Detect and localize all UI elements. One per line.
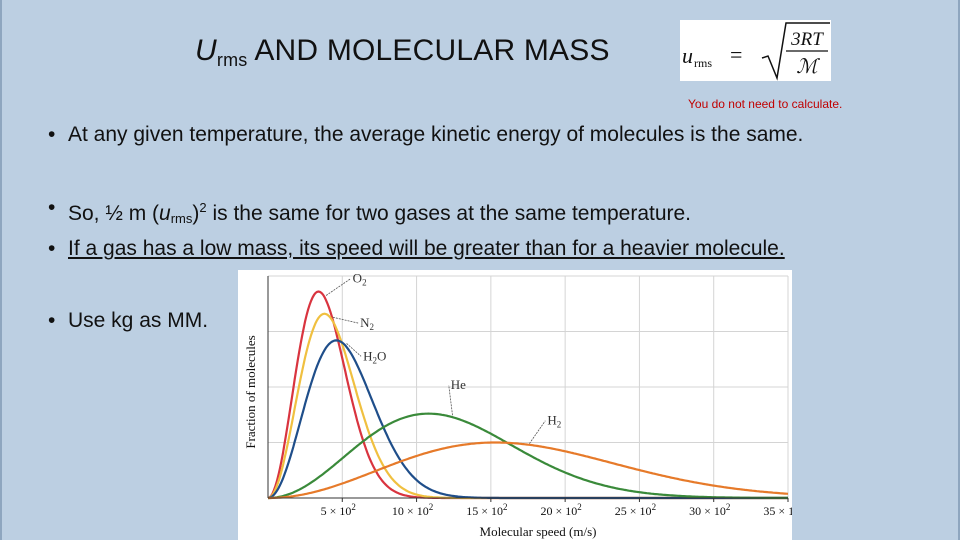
- bullet-marker: •: [48, 196, 56, 219]
- series-line-5: [268, 441, 789, 500]
- x-axis-label: Molecular speed (m/s): [480, 524, 597, 539]
- bullet-text-sup: 2: [199, 200, 207, 215]
- chart-curves: [267, 290, 789, 500]
- bullet-text-post: is the same for two gases at the same te…: [206, 202, 692, 225]
- bullet-1: • At any given temperature, the average …: [48, 122, 928, 148]
- series-leader-line: [332, 316, 359, 324]
- bullet-marker: •: [48, 123, 56, 146]
- series-line-4: [268, 412, 788, 500]
- x-tick-label: 15 × 102: [466, 502, 507, 518]
- series-label-5: H2: [547, 413, 561, 430]
- x-tick-label: 10 × 102: [392, 502, 433, 518]
- series-label-2: N2: [360, 315, 374, 332]
- slide-left-edge: [0, 0, 2, 540]
- formula-equals: =: [730, 42, 742, 67]
- chart-axes: [267, 276, 788, 499]
- series-line-1: [267, 290, 788, 500]
- bullet-text-u: u: [159, 202, 171, 225]
- bullet-2: • So, ½ m (urms)2 is the same for two ga…: [48, 195, 928, 232]
- title-text: AND MOLECULAR MASS: [247, 34, 610, 67]
- series-line-2: [267, 312, 788, 500]
- sqrt-sign: [761, 22, 830, 81]
- series-label-4: He: [451, 377, 466, 392]
- bullet-text: Use kg as MM.: [68, 309, 209, 332]
- bullet-4: • Use kg as MM.: [48, 308, 248, 334]
- bullet-text: At any given temperature, the average ki…: [68, 123, 804, 146]
- x-tick-label: 25 × 102: [615, 502, 656, 518]
- formula-numerator: 3RT: [790, 29, 824, 50]
- slide-right-edge: [958, 0, 960, 540]
- series-leader-line: [325, 278, 351, 296]
- chart-svg: O2 N2 H2O He H2 5 × 102 10 × 102 15 × 102 20 × …: [243, 271, 805, 539]
- bullet-text-sub: rms: [170, 211, 193, 226]
- series-label-1: O2: [353, 271, 367, 288]
- slide-title: Urms AND MOLECULAR MASS: [195, 34, 610, 71]
- title-symbol: U: [195, 34, 217, 67]
- chart-x-ticks: 5 × 102 10 × 102 15 × 102 20 × 102 25 × 102 3…: [321, 498, 805, 518]
- series-leader-line: [448, 385, 453, 416]
- series-label-3: H2O: [363, 348, 386, 365]
- chart-grid: [268, 275, 789, 498]
- title-subscript: rms: [216, 50, 248, 70]
- formula-lhs-sub: rms: [694, 56, 712, 70]
- urms-formula: u rms = 3RT ℳ: [680, 20, 831, 81]
- y-axis-label: Fraction of molecules: [243, 335, 258, 448]
- bullet-3: • If a gas has a low mass, its speed wil…: [48, 236, 858, 262]
- series-leader-line: [529, 420, 546, 444]
- formula-denominator: ℳ: [796, 56, 820, 78]
- bullet-marker: •: [48, 309, 56, 332]
- chart-series-labels: O2 N2 H2O He H2: [325, 271, 561, 444]
- x-tick-label: 20 × 102: [541, 502, 582, 518]
- speed-distribution-chart: O2 N2 H2O He H2 5 × 102 10 × 102 15 × 102 20 × …: [238, 270, 805, 540]
- bullet-text-close: ): [192, 202, 200, 225]
- bullet-text-pre: So, ½ m (: [68, 202, 160, 225]
- x-tick-label: 35 × 102: [763, 502, 792, 518]
- bullet-text: If a gas has a low mass, its speed will …: [68, 237, 785, 260]
- x-tick-label: 5 × 102: [321, 502, 356, 518]
- series-leader-line: [346, 343, 362, 357]
- series-line-3: [267, 339, 788, 500]
- x-tick-label: 30 × 102: [689, 502, 730, 518]
- calculation-note: You do not need to calculate.: [688, 97, 843, 111]
- bullet-marker: •: [48, 237, 56, 260]
- formula-lhs: u: [682, 43, 693, 68]
